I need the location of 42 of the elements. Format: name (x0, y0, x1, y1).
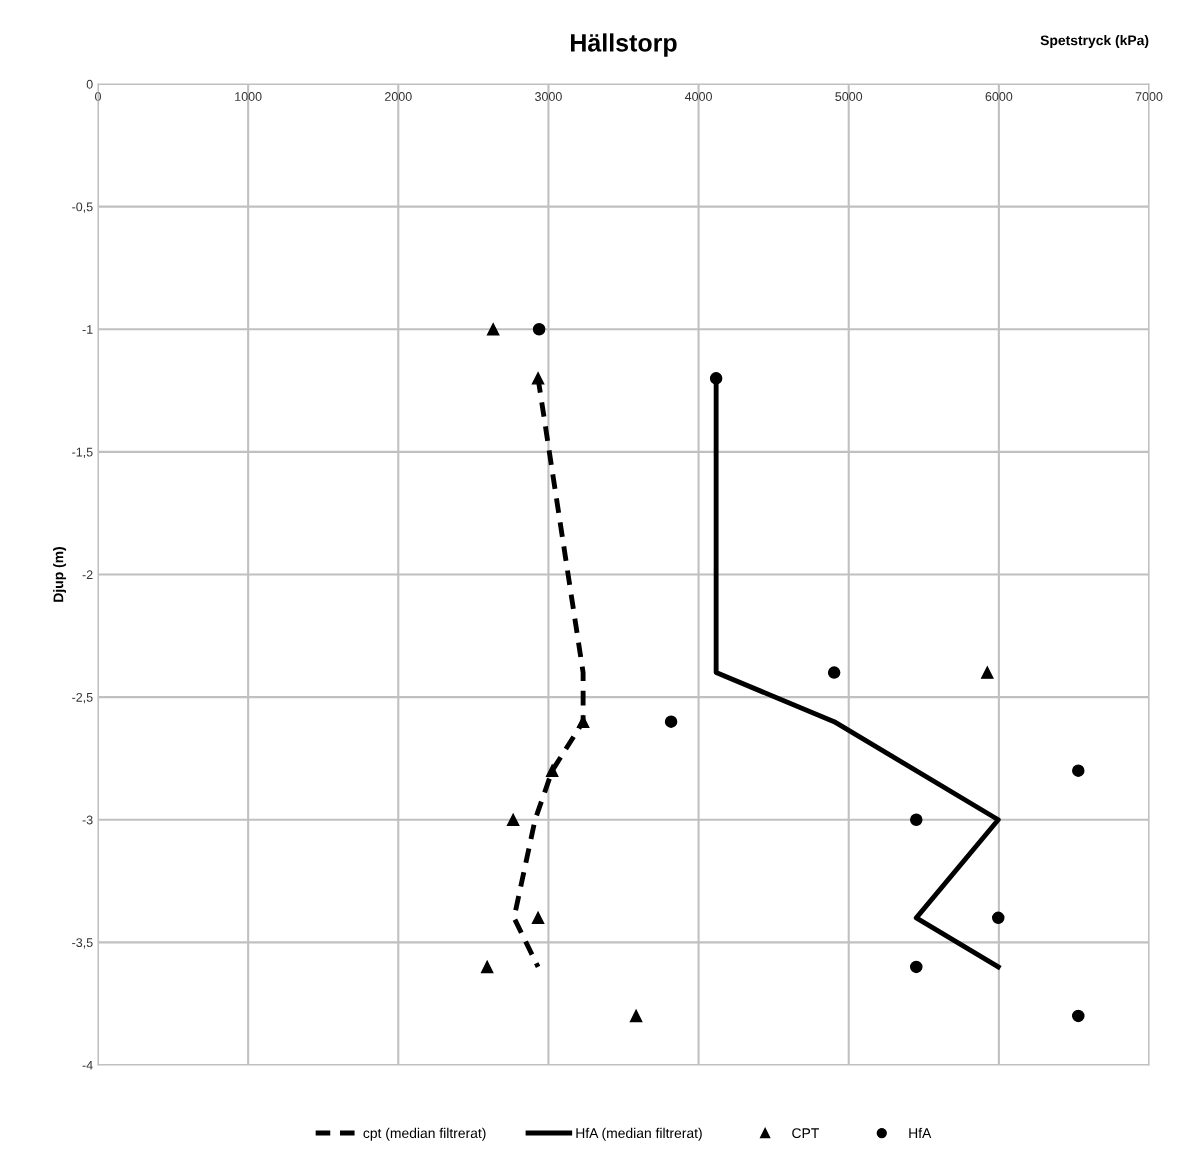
x-tick-label: 6000 (985, 92, 1013, 101)
y-tick-label: -3 (82, 815, 93, 825)
point (532, 322, 546, 336)
y-tick-label: -3,5 (72, 938, 93, 949)
legend-label: CPT (792, 1128, 819, 1139)
point (480, 960, 494, 974)
point (827, 666, 841, 679)
x-tick-label: 2000 (385, 92, 412, 101)
legend-label: HfA (909, 1127, 932, 1138)
y-axis-title: Djup (m) (53, 547, 67, 602)
point (709, 372, 723, 385)
x-axis-title: Spetstryck (kPa) (1040, 35, 1149, 48)
point (486, 322, 500, 336)
point (1072, 764, 1085, 777)
y-tick-label: -1,5 (72, 447, 93, 458)
point (910, 960, 923, 974)
point (981, 666, 994, 679)
legend-label: HfA (median filtrerat) (576, 1127, 702, 1141)
point (531, 911, 545, 925)
point (629, 1009, 643, 1023)
point (545, 764, 559, 777)
x-tick-label: 0 (95, 92, 101, 101)
chart-title: Hällstorp (571, 33, 677, 57)
point (664, 715, 678, 728)
y-tick-label: -0,5 (72, 202, 93, 213)
x-tick-label: 4000 (684, 92, 712, 101)
point (576, 715, 590, 728)
y-tick-label: -1 (82, 325, 93, 334)
legend-label: cpt (median filtrerat) (363, 1127, 486, 1141)
point (531, 372, 545, 385)
y-tick-label: -2,5 (72, 692, 93, 704)
x-tick-label: 3000 (535, 92, 562, 101)
x-tick-label: 7000 (1135, 92, 1163, 101)
point (992, 911, 1005, 925)
y-tick-label: -2 (82, 570, 93, 580)
point (910, 813, 923, 827)
x-tick-label: 5000 (835, 92, 863, 101)
point (1072, 1009, 1085, 1023)
point (506, 813, 520, 827)
y-tick-label: -4 (82, 1060, 93, 1070)
y-tick-label: 0 (86, 79, 93, 89)
x-tick-label: 1000 (235, 92, 262, 101)
